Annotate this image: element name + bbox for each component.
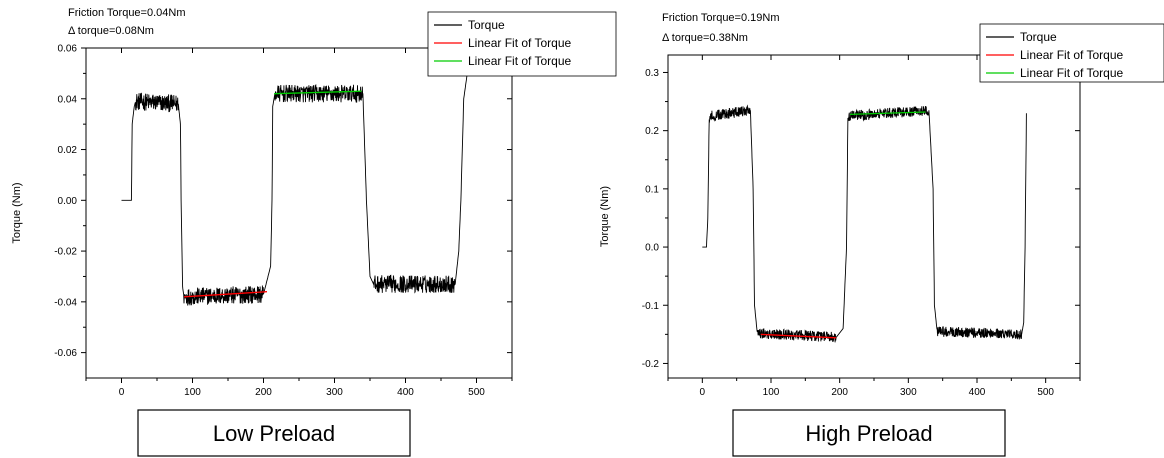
y-tick-label: -0.02	[54, 247, 77, 258]
series-line-1	[760, 333, 837, 339]
x-tick-label: 200	[255, 387, 272, 398]
caption-box	[732, 409, 1006, 457]
y-tick-label: -0.06	[54, 348, 77, 359]
caption-label: High Preload	[805, 421, 932, 446]
x-tick-label: 300	[900, 387, 917, 398]
y-tick-label: 0.1	[645, 184, 659, 195]
legend-box	[979, 23, 1164, 83]
x-tick-label: 300	[326, 387, 343, 398]
legend-label-0: Torque	[468, 18, 505, 32]
x-tick-label: 500	[468, 387, 485, 398]
y-tick-label: -0.04	[54, 297, 77, 308]
series-line-0	[702, 104, 1027, 343]
y-tick-label: 0.00	[58, 196, 78, 207]
chart-low-preload: Friction Torque=0.04Nm Δ torque=0.08Nm 0 10…	[11, 7, 617, 457]
annotation-1: Δ torque=0.38Nm	[662, 32, 748, 44]
y-axis-label: Torque (Nm)	[599, 186, 611, 247]
plot-frame	[667, 54, 1081, 379]
y-tick-label: 0.0	[645, 243, 659, 254]
x-tick-label: 0	[700, 387, 706, 398]
y-tick-label: 0.04	[58, 94, 78, 105]
x-tick-label: 400	[397, 387, 414, 398]
legend-label-0: Torque	[1020, 30, 1057, 44]
legend: Torque Linear Fit of Torque Linear Fit of …	[427, 11, 617, 77]
caption-box	[137, 409, 411, 457]
x-tick-label: 500	[1037, 387, 1054, 398]
y-tick-label: -0.1	[642, 301, 660, 312]
x-tick-label: 0	[119, 387, 125, 398]
legend-label-2: Linear Fit of Torque	[1020, 66, 1123, 80]
y-tick-label: -0.2	[642, 359, 660, 370]
y-tick-label: 0.06	[58, 44, 78, 55]
legend-box	[427, 11, 617, 77]
legend: Torque Linear Fit of Torque Linear Fit of …	[979, 23, 1164, 83]
x-tick-label: 200	[831, 387, 848, 398]
annotation-1: Δ torque=0.08Nm	[68, 25, 154, 37]
chart-high-preload: Friction Torque=0.19Nm Δ torque=0.38Nm 0 10…	[599, 12, 1164, 457]
y-tick-label: 0.2	[645, 126, 659, 137]
annotation-0: Friction Torque=0.19Nm	[662, 12, 780, 24]
series-line-2	[274, 90, 362, 95]
y-tick-label: 0.3	[645, 68, 659, 79]
series-line-1	[183, 291, 268, 298]
annotation-0: Friction Torque=0.04Nm	[68, 7, 186, 19]
x-tick-label: 100	[763, 387, 780, 398]
legend-label-1: Linear Fit of Torque	[1020, 48, 1123, 62]
y-axis-label: Torque (Nm)	[11, 182, 23, 243]
legend-label-1: Linear Fit of Torque	[468, 36, 571, 50]
x-tick-label: 100	[184, 387, 201, 398]
series-line-0	[121, 73, 468, 306]
series-line-2	[849, 111, 926, 116]
caption-label: Low Preload	[213, 421, 335, 446]
x-tick-label: 400	[969, 387, 986, 398]
y-tick-label: 0.02	[58, 145, 78, 156]
legend-label-2: Linear Fit of Torque	[468, 54, 571, 68]
